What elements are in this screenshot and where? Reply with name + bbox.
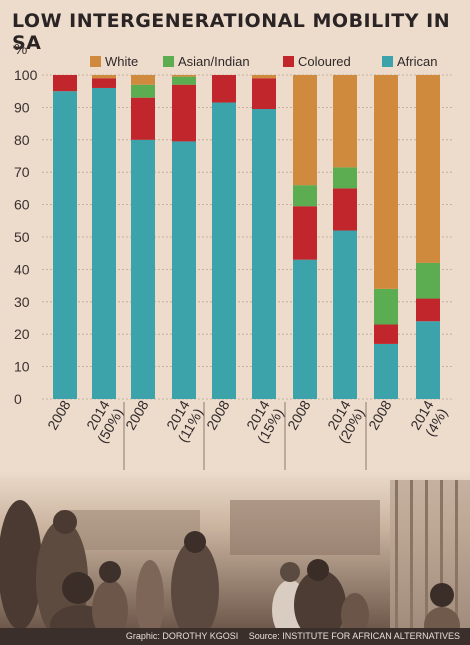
y-tick-label: 100 bbox=[14, 67, 38, 83]
bar-segment-asian-indian bbox=[172, 76, 196, 85]
x-tick-year: 2008 bbox=[365, 397, 395, 432]
bar-segment-coloured bbox=[172, 84, 196, 142]
bar-segment-asian-indian bbox=[416, 262, 440, 299]
bar-segment-african bbox=[212, 102, 236, 399]
x-tick-label: 2014(11%) bbox=[163, 397, 206, 445]
x-tick-label: 2008 bbox=[284, 397, 314, 432]
group-labels: ChronicpoorTransientpoorVulnerableMiddle… bbox=[123, 402, 367, 470]
bar-segment-coloured bbox=[333, 188, 357, 231]
bar-segment-coloured bbox=[252, 78, 276, 110]
bar-segment-white bbox=[172, 75, 196, 77]
legend: White Asian/Indian Coloured African bbox=[90, 54, 437, 69]
bar-segment-white bbox=[374, 75, 398, 289]
bar-segment-asian-indian bbox=[131, 84, 155, 98]
x-tick-labels: 2008 2014(50%)2008 2014(11%)2008 2014(15%)2… bbox=[44, 397, 450, 446]
bar-segment-african bbox=[92, 87, 116, 400]
y-tick-label: 10 bbox=[14, 359, 30, 375]
bar-segment-white bbox=[131, 75, 155, 85]
x-tick-label: 2014(15%) bbox=[243, 397, 286, 446]
background-photo bbox=[0, 470, 470, 630]
y-tick-label: 30 bbox=[14, 294, 30, 310]
legend-swatch bbox=[283, 56, 294, 67]
x-tick-label: 2008 bbox=[365, 397, 395, 432]
bar-segment-african bbox=[374, 343, 398, 399]
bar-segment-coloured bbox=[131, 97, 155, 140]
x-tick-label: 2008 bbox=[44, 397, 74, 432]
x-tick-year: 2008 bbox=[122, 397, 152, 432]
bar-segment-white bbox=[416, 75, 440, 263]
bar-segment-coloured bbox=[293, 206, 317, 260]
chart-title: LOW INTERGENERATIONAL MOBILITY IN SA bbox=[12, 10, 451, 54]
bar-segment-white bbox=[293, 75, 317, 186]
y-tick-label: 80 bbox=[14, 132, 30, 148]
y-tick-label: 20 bbox=[14, 326, 30, 342]
bar-segment-asian-indian bbox=[374, 288, 398, 325]
y-tick-label: 90 bbox=[14, 99, 30, 115]
bar-segment-asian-indian bbox=[293, 185, 317, 207]
legend-swatch bbox=[90, 56, 101, 67]
legend-label: Asian/Indian bbox=[178, 54, 250, 69]
bar-segment-white bbox=[92, 75, 116, 79]
legend-label: Coloured bbox=[298, 54, 351, 69]
bar-segment-asian-indian bbox=[333, 167, 357, 189]
bar-segment-coloured bbox=[416, 298, 440, 322]
bar-segment-african bbox=[252, 109, 276, 400]
x-tick-year: 2008 bbox=[203, 397, 233, 432]
credit-line: Graphic: DOROTHY KGOSI Source: INSTITUTE… bbox=[0, 628, 470, 645]
y-tick-label: 40 bbox=[14, 261, 30, 277]
graphic-credit: Graphic: DOROTHY KGOSI bbox=[125, 631, 239, 641]
bar-segment-african bbox=[416, 321, 440, 399]
y-tick-label: 0 bbox=[14, 391, 22, 407]
y-axis-label: % bbox=[14, 41, 27, 58]
bar-segment-white bbox=[333, 75, 357, 168]
legend-swatch bbox=[382, 56, 393, 67]
bar-segment-african bbox=[131, 139, 155, 400]
bar-segment-coloured bbox=[374, 324, 398, 344]
x-tick-year: 2008 bbox=[44, 397, 74, 432]
bar-segment-african bbox=[293, 259, 317, 399]
legend-label: White bbox=[105, 54, 138, 69]
bar-segment-african bbox=[333, 230, 357, 399]
x-tick-label: 2008 bbox=[203, 397, 233, 432]
stacked-bar-chart: % White Asian/Indian Coloured African 0 10 20… bbox=[14, 41, 452, 470]
bars bbox=[53, 75, 440, 400]
x-tick-label: 2014(4%) bbox=[407, 397, 450, 439]
bar-segment-white bbox=[252, 75, 276, 79]
bar-segment-african bbox=[53, 91, 77, 399]
x-tick-label: 2008 bbox=[122, 397, 152, 432]
bar-segment-african bbox=[172, 141, 196, 400]
y-tick-label: 50 bbox=[14, 229, 30, 245]
bar-segment-coloured bbox=[212, 75, 236, 103]
legend-swatch bbox=[163, 56, 174, 67]
y-tick-labels: 0 10 20 30 40 50 60 70 80 90 100 bbox=[14, 67, 38, 407]
bar-segment-coloured bbox=[92, 78, 116, 88]
legend-label: African bbox=[397, 54, 437, 69]
y-tick-label: 60 bbox=[14, 197, 30, 213]
y-tick-label: 70 bbox=[14, 164, 30, 180]
x-tick-year: 2008 bbox=[284, 397, 314, 432]
bar-segment-coloured bbox=[53, 75, 77, 92]
x-tick-label: 2014(20%) bbox=[324, 397, 367, 446]
x-tick-label: 2014(50%) bbox=[83, 397, 126, 446]
source-credit: Source: INSTITUTE FOR AFRICAN ALTERNATIV… bbox=[248, 631, 460, 641]
